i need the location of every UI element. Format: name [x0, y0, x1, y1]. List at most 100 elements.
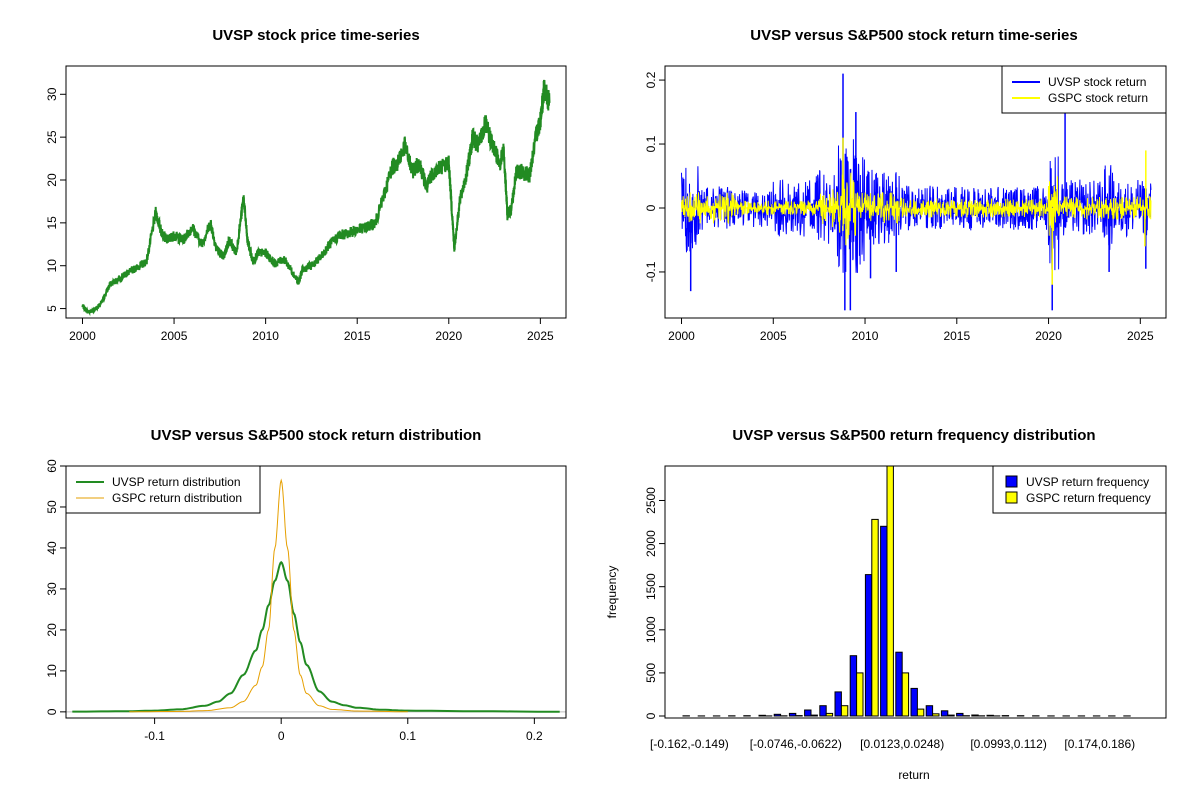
returns-y-tick-label: 0.2 [644, 71, 658, 88]
price-y-tick-label: 15 [45, 216, 59, 230]
density-x-tick-label: -0.1 [144, 729, 165, 743]
gspc-density-curve [129, 478, 408, 713]
density-chart: UVSP versus S&P500 stock return distribu… [45, 427, 567, 743]
uvsp-frequency-bar [910, 687, 918, 717]
density-y-tick-label: 30 [45, 582, 59, 596]
gspc-frequency-bar [947, 714, 955, 717]
returns-x-tick-label: 2025 [1127, 329, 1154, 343]
uvsp-frequency-bar [788, 712, 797, 717]
frequency-y-tick-label: 2000 [644, 530, 658, 557]
frequency-chart-title: UVSP versus S&P500 return frequency dist… [732, 427, 1095, 444]
frequency-legend: UVSP return frequency GSPC return freque… [992, 465, 1167, 514]
density-chart-axes: -0.1 0 0.1 0.2 0 10 20 30 40 50 60 [45, 459, 543, 743]
density-y-tick-label: 10 [45, 664, 59, 678]
price-x-tick-label: 2025 [527, 329, 554, 343]
density-y-tick-label: 40 [45, 541, 59, 555]
density-chart-marks [66, 478, 566, 713]
uvsp-frequency-bar [758, 714, 766, 717]
price-y-tick-label: 30 [45, 87, 59, 101]
returns-chart-marks [681, 73, 1152, 311]
uvsp-frequency-bar [880, 525, 888, 717]
uvsp-frequency-bar [956, 712, 964, 717]
returns-x-tick-label: 2020 [1035, 329, 1062, 343]
price-x-tick-label: 2000 [69, 329, 96, 343]
frequency-y-tick-label: 0 [644, 712, 658, 719]
gspc-frequency-bar [856, 672, 864, 717]
density-chart-frame [65, 465, 567, 719]
uvsp-frequency-bar [773, 713, 782, 717]
returns-legend: UVSP stock return GSPC stock return [1001, 65, 1167, 114]
gspc-frequency-bar [916, 708, 925, 717]
returns-y-tick-label: 0.1 [644, 135, 658, 152]
frequency-chart-axes: 0 500 1000 1500 2000 2500 [-0.162,-0.149) [-0.0… [644, 487, 1135, 751]
frequency-y-axis-label: frequency [605, 566, 619, 619]
density-y-tick-label: 60 [45, 459, 59, 473]
returns-chart-frame [664, 65, 1167, 319]
uvsp-frequency-bar [804, 709, 812, 717]
density-y-tick-label: 50 [45, 500, 59, 514]
density-legend: UVSP return distribution GSPC return dis… [65, 465, 261, 514]
returns-x-tick-label: 2005 [760, 329, 787, 343]
legend-label-gspc-frequency: GSPC return frequency [1026, 491, 1151, 505]
frequency-x-tick-label: [-0.162,-0.149) [650, 737, 729, 751]
gspc-frequency-bar [825, 712, 834, 717]
returns-chart-axes: 2000 2005 2010 2015 2020 2025 -0.1 0 0.1 0.2 [644, 71, 1154, 343]
frequency-chart-frame [664, 465, 1167, 719]
legend-label-uvsp-frequency: UVSP return frequency [1026, 475, 1149, 489]
frequency-legend-box [992, 465, 1167, 514]
price-x-tick-label: 2020 [435, 329, 462, 343]
uvsp-frequency-bar [849, 655, 858, 717]
price-chart: UVSP stock price time-series 2000 2005 201… [45, 27, 567, 343]
returns-legend-box [1001, 65, 1167, 114]
density-y-tick-label: 20 [45, 623, 59, 637]
frequency-y-tick-label: 500 [644, 663, 658, 683]
price-chart-title: UVSP stock price time-series [212, 27, 419, 44]
price-y-tick-label: 5 [45, 305, 59, 312]
density-y-tick-label: 0 [45, 708, 59, 715]
returns-chart: UVSP versus S&P500 stock return time-ser… [644, 27, 1167, 343]
uvsp-return-line [681, 139, 1152, 273]
returns-y-tick-label: 0 [644, 204, 658, 211]
frequency-x-axis-label: return [898, 768, 929, 782]
frequency-x-tick-label: [0.0993,0.112) [970, 737, 1047, 751]
gspc-frequency-bar [886, 465, 894, 717]
legend-swatch-gspc-frequency [1005, 491, 1018, 504]
frequency-y-tick-label: 2500 [644, 487, 658, 514]
density-chart-title: UVSP versus S&P500 stock return distribu… [151, 427, 482, 444]
price-x-tick-label: 2015 [344, 329, 371, 343]
gspc-frequency-bar [840, 705, 849, 717]
density-x-tick-label: 0.2 [526, 729, 543, 743]
frequency-y-tick-label: 1500 [644, 573, 658, 600]
uvsp-frequency-bar [895, 651, 903, 717]
frequency-chart: UVSP versus S&P500 return frequency dist… [605, 427, 1167, 782]
density-legend-box [65, 465, 261, 514]
returns-x-tick-label: 2000 [668, 329, 695, 343]
frequency-x-tick-label: [0.0123,0.0248) [860, 737, 944, 751]
gspc-frequency-bar [810, 714, 818, 717]
returns-y-tick-label: -0.1 [644, 261, 658, 282]
returns-x-tick-label: 2010 [852, 329, 879, 343]
price-y-tick-label: 10 [45, 259, 59, 273]
gspc-frequency-bar [932, 713, 940, 717]
legend-label-gspc-return: GSPC stock return [1048, 91, 1148, 105]
legend-label-uvsp-distribution: UVSP return distribution [112, 475, 241, 489]
gspc-frequency-bar [901, 672, 910, 717]
uvsp-frequency-bar [864, 574, 873, 717]
legend-label-gspc-distribution: GSPC return distribution [112, 491, 242, 505]
density-x-tick-label: 0 [278, 729, 285, 743]
gspc-return-line [681, 172, 1152, 246]
price-x-tick-label: 2005 [161, 329, 188, 343]
price-chart-marks [81, 79, 551, 317]
uvsp-frequency-bar [986, 714, 994, 717]
uvsp-frequency-bar [819, 705, 827, 717]
legend-swatch-uvsp-frequency [1005, 475, 1018, 488]
frequency-y-tick-label: 1000 [644, 616, 658, 643]
uvsp-density-curve [72, 560, 560, 713]
price-y-tick-label: 20 [45, 173, 59, 187]
returns-x-tick-label: 2015 [943, 329, 970, 343]
price-x-tick-label: 2010 [252, 329, 279, 343]
uvsp-price-line [81, 79, 551, 317]
legend-label-uvsp-return: UVSP stock return [1048, 75, 1146, 89]
